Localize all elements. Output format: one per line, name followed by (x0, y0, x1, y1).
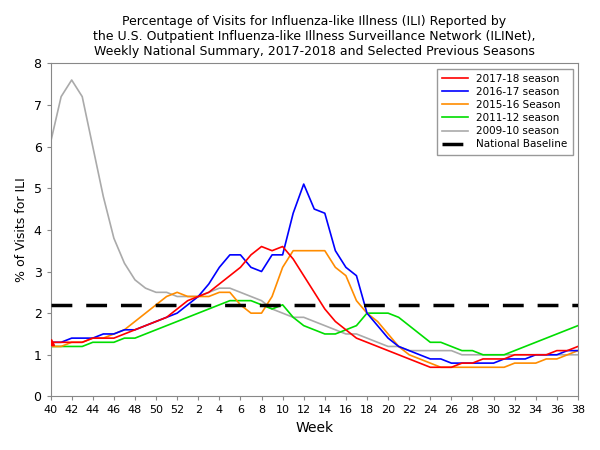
2009-10 season (574, 352, 581, 357)
2016-17 season (300, 181, 307, 187)
National Baseline (58, 302, 65, 307)
2017-18 season (163, 315, 170, 320)
2015-16 Season (216, 290, 223, 295)
2017-18 season (406, 356, 413, 362)
2017-18 season (564, 348, 571, 353)
2016-17 season (574, 348, 581, 353)
Legend: 2017-18 season, 2016-17 season, 2015-16 Season, 2011-12 season, 2009-10 season, : 2017-18 season, 2016-17 season, 2015-16 … (437, 68, 573, 155)
2011-12 season (479, 352, 487, 357)
2017-18 season (448, 364, 455, 370)
2015-16 Season (437, 364, 445, 370)
Line: 2011-12 season: 2011-12 season (50, 301, 578, 355)
2011-12 season (163, 323, 170, 328)
2011-12 season (437, 340, 445, 345)
2009-10 season (173, 294, 181, 299)
2015-16 Season (406, 352, 413, 357)
Line: 2017-18 season: 2017-18 season (50, 247, 578, 367)
X-axis label: Week: Week (295, 421, 334, 435)
Y-axis label: % of Visits for ILI: % of Visits for ILI (15, 177, 28, 282)
2016-17 season (437, 356, 445, 362)
2016-17 season (47, 340, 54, 345)
2015-16 Season (163, 294, 170, 299)
2009-10 season (226, 285, 233, 291)
2009-10 season (47, 140, 54, 145)
2015-16 Season (47, 344, 54, 349)
2015-16 Season (290, 248, 297, 253)
2009-10 season (564, 352, 571, 357)
Line: 2015-16 Season: 2015-16 Season (50, 251, 578, 367)
2015-16 Season (574, 348, 581, 353)
2017-18 season (216, 281, 223, 287)
2011-12 season (226, 298, 233, 303)
2016-17 season (564, 348, 571, 353)
2016-17 season (448, 360, 455, 366)
Line: 2016-17 season: 2016-17 season (50, 184, 578, 363)
2011-12 season (47, 344, 54, 349)
2016-17 season (163, 315, 170, 320)
2011-12 season (216, 302, 223, 307)
2015-16 Season (564, 352, 571, 357)
2017-18 season (47, 340, 54, 345)
Line: 2009-10 season: 2009-10 season (50, 80, 578, 355)
2017-18 season (427, 364, 434, 370)
2016-17 season (205, 281, 212, 287)
2009-10 season (406, 348, 413, 353)
2009-10 season (458, 352, 466, 357)
2009-10 season (216, 285, 223, 291)
2017-18 season (574, 344, 581, 349)
2017-18 season (258, 244, 265, 249)
2016-17 season (406, 348, 413, 353)
2011-12 season (564, 327, 571, 333)
2009-10 season (437, 348, 445, 353)
2015-16 Season (205, 294, 212, 299)
National Baseline (47, 302, 54, 307)
2017-18 season (205, 290, 212, 295)
2011-12 season (205, 306, 212, 312)
2015-16 Season (448, 364, 455, 370)
2011-12 season (574, 323, 581, 328)
2011-12 season (406, 323, 413, 328)
2009-10 season (68, 77, 75, 83)
2016-17 season (216, 265, 223, 270)
Title: Percentage of Visits for Influenza-like Illness (ILI) Reported by
the U.S. Outpa: Percentage of Visits for Influenza-like … (93, 15, 536, 58)
